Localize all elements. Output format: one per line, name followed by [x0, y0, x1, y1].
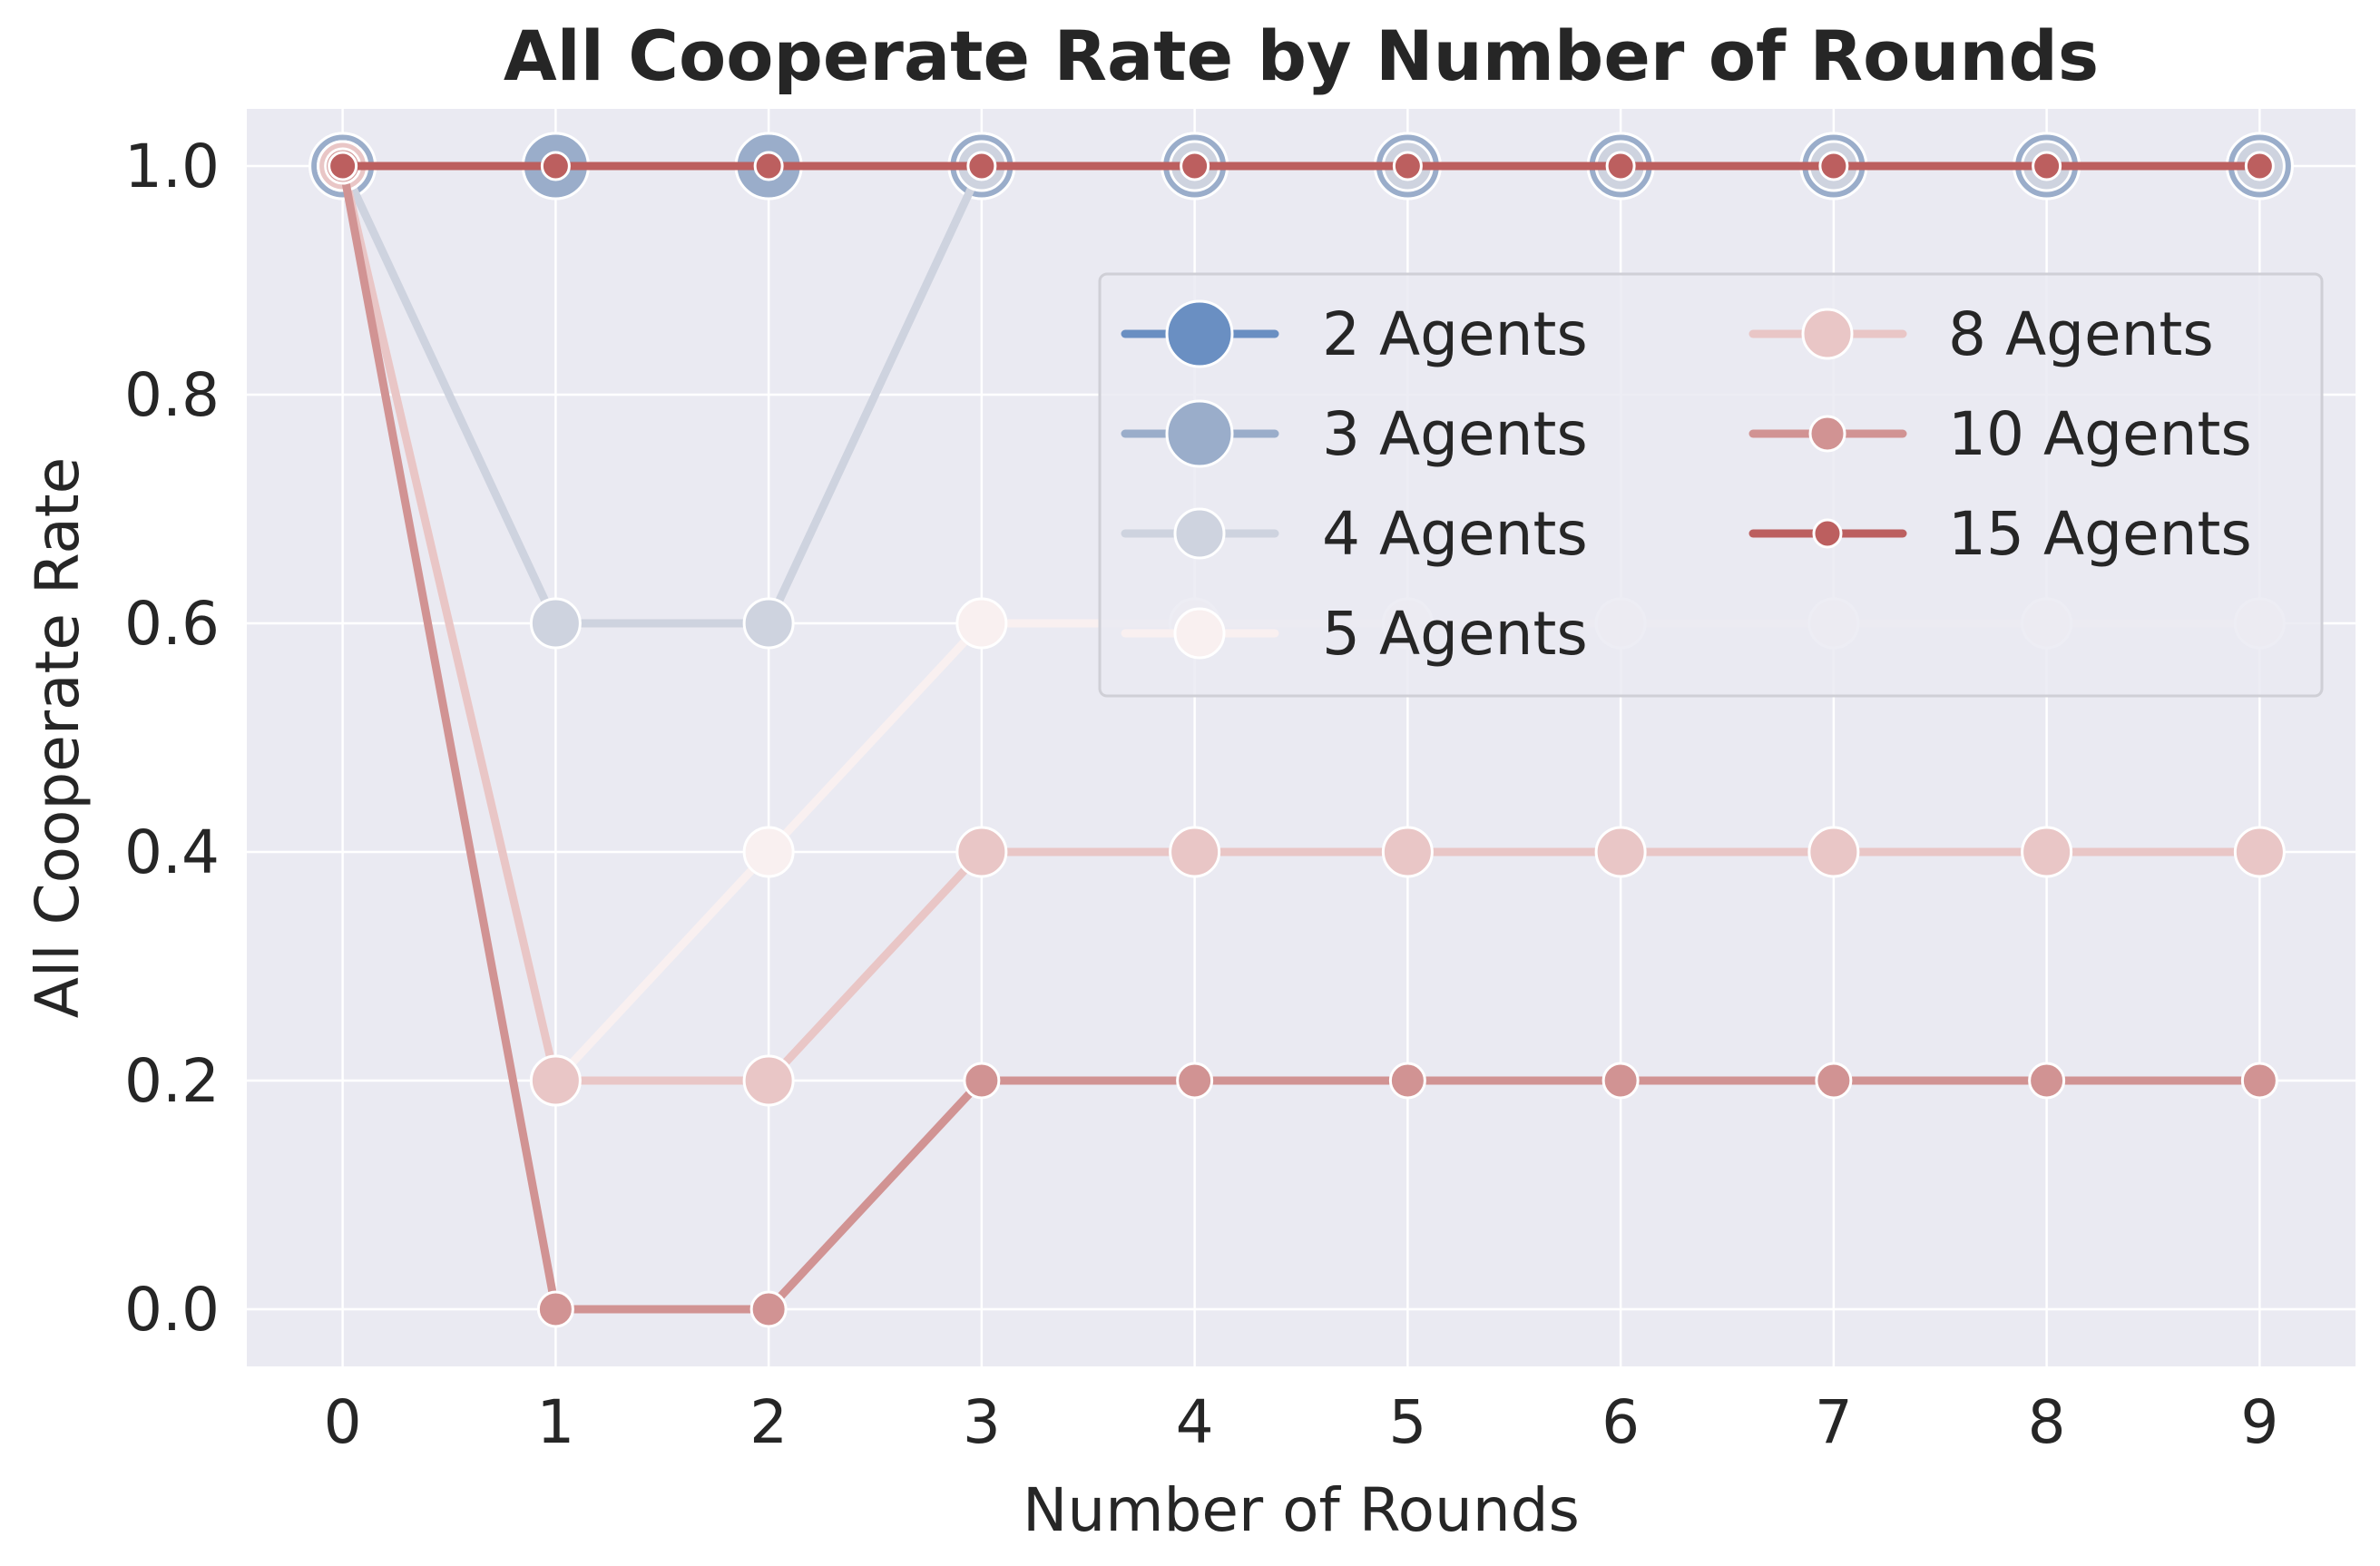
- data-point: [955, 826, 1008, 878]
- y-tick-label: 0.4: [124, 817, 220, 887]
- x-tick-label: 0: [324, 1387, 362, 1457]
- data-point: [1388, 1062, 1426, 1100]
- x-tick-label: 4: [1176, 1387, 1214, 1457]
- legend: 2 Agents 3 Agents 4 Agents 5 Agents 8 Agents…: [1098, 272, 2324, 698]
- y-tick-label: 0.0: [124, 1275, 220, 1345]
- data-point: [1815, 1062, 1853, 1100]
- legend-swatch-marker: [1173, 607, 1226, 660]
- data-point: [1392, 151, 1423, 181]
- legend-label: 10 Agents: [1948, 399, 2252, 469]
- data-point: [2032, 151, 2062, 181]
- legend-entry: 2 Agents: [1121, 299, 1588, 369]
- x-tick-label: 1: [536, 1387, 574, 1457]
- data-point: [1807, 826, 1860, 878]
- x-tick-label: 7: [1815, 1387, 1853, 1457]
- legend-label: 8 Agents: [1948, 299, 2214, 369]
- series-7: [328, 151, 2275, 181]
- data-point: [1601, 1062, 1640, 1100]
- data-point: [2233, 826, 2286, 878]
- legend-entry: 10 Agents: [1748, 399, 2252, 469]
- data-point: [540, 151, 571, 181]
- data-point: [955, 597, 1008, 650]
- data-point: [2021, 826, 2073, 878]
- data-point: [529, 597, 582, 650]
- data-point: [1169, 826, 1221, 878]
- x-tick-label: 6: [1601, 1387, 1640, 1457]
- data-point: [1605, 151, 1636, 181]
- legend-entry: 4 Agents: [1121, 499, 1588, 569]
- legend-swatch-marker: [1173, 507, 1226, 560]
- chart-title: All Cooperate Rate by Number of Rounds: [504, 15, 2099, 96]
- x-tick-label: 3: [963, 1387, 1001, 1457]
- data-point: [1594, 826, 1647, 878]
- legend-label: 5 Agents: [1322, 599, 1588, 669]
- data-point: [1180, 151, 1210, 181]
- x-tick-label: 2: [749, 1387, 788, 1457]
- y-tick-label: 0.6: [124, 589, 220, 659]
- data-point: [742, 826, 795, 878]
- data-point: [966, 151, 997, 181]
- legend-label: 4 Agents: [1322, 499, 1588, 569]
- data-point: [1176, 1062, 1214, 1100]
- legend-swatch-marker: [1165, 399, 1234, 468]
- y-tick-label: 1.0: [124, 132, 220, 201]
- x-tick-label: 9: [2240, 1387, 2278, 1457]
- x-tick-label: 5: [1388, 1387, 1426, 1457]
- legend-swatch-marker: [1812, 518, 1843, 549]
- data-point: [328, 151, 358, 181]
- tick-labels: 0 1 2 3 4 5 6 7 8 9 0.0 0.2 0.4 0.6 0.8 1.0: [124, 132, 2278, 1457]
- series-line: [338, 161, 2264, 1314]
- legend-entry: 3 Agents: [1121, 399, 1588, 469]
- data-point: [2240, 1062, 2278, 1100]
- data-point: [742, 1054, 795, 1107]
- series-5: [317, 140, 2286, 1107]
- legend-entry: 5 Agents: [1121, 599, 1588, 669]
- data-point: [2028, 1062, 2066, 1100]
- legend-entry: 8 Agents: [1748, 299, 2214, 369]
- data-point: [742, 597, 795, 650]
- data-point: [2244, 151, 2275, 181]
- legend-swatch-marker: [1801, 308, 1854, 360]
- x-axis-label: Number of Rounds: [1023, 1475, 1580, 1545]
- legend-swatch-marker: [1808, 415, 1846, 453]
- legend-entry: 15 Agents: [1748, 499, 2252, 569]
- y-tick-label: 0.2: [124, 1046, 220, 1116]
- x-tick-label: 8: [2028, 1387, 2066, 1457]
- data-point: [749, 1290, 788, 1328]
- data-point: [536, 1290, 574, 1328]
- y-tick-label: 0.8: [124, 360, 220, 430]
- y-axis-label: All Cooperate Rate: [23, 457, 93, 1019]
- series-line: [338, 161, 2264, 1085]
- legend-label: 2 Agents: [1322, 299, 1588, 369]
- legend-label: 15 Agents: [1948, 499, 2252, 569]
- legend-label: 3 Agents: [1322, 399, 1588, 469]
- data-point: [753, 151, 784, 181]
- legend-box: [1098, 272, 2324, 698]
- data-point: [529, 1054, 582, 1107]
- legend-swatch-marker: [1165, 299, 1234, 368]
- data-point: [1818, 151, 1849, 181]
- data-point: [1381, 826, 1434, 878]
- data-point: [963, 1062, 1001, 1100]
